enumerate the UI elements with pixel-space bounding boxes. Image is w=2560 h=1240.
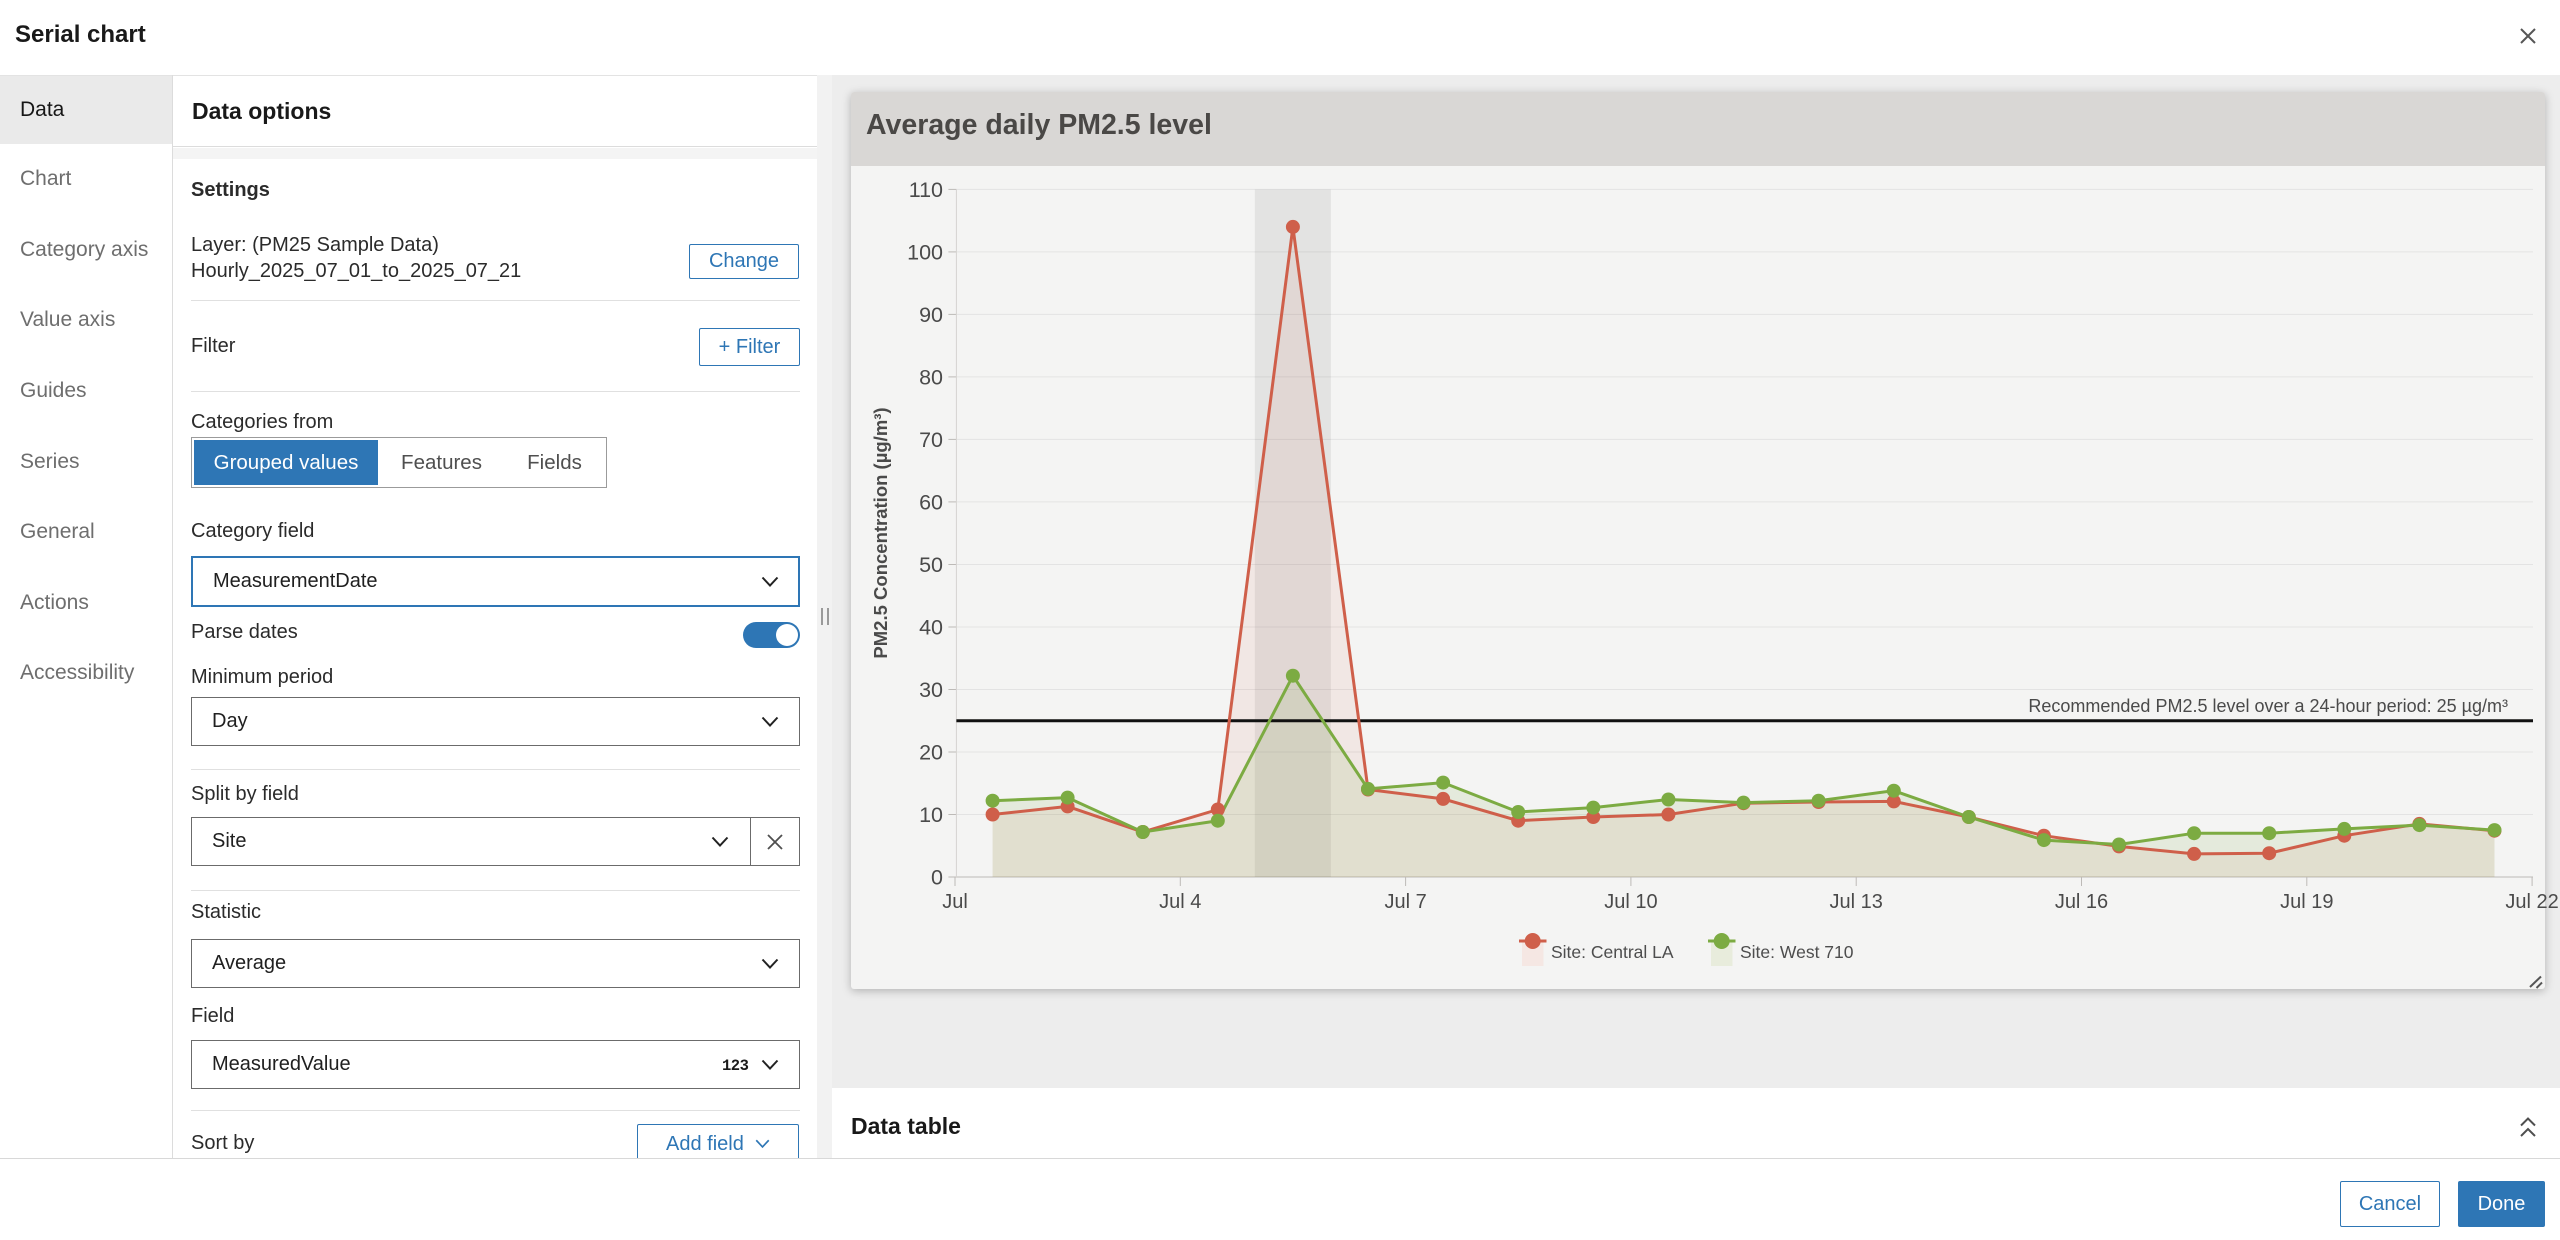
svg-text:Jul: Jul [942,891,968,913]
svg-text:0: 0 [931,866,943,890]
svg-text:40: 40 [919,616,943,640]
svg-text:90: 90 [919,303,943,327]
svg-text:10: 10 [919,803,943,827]
svg-text:Jul 19: Jul 19 [2280,891,2333,913]
svg-text:60: 60 [919,490,943,514]
svg-text:70: 70 [919,428,943,452]
svg-text:100: 100 [907,240,943,264]
svg-text:Site: Central LA: Site: Central LA [1551,942,1674,962]
svg-text:Recommended PM2.5 level over a: Recommended PM2.5 level over a 24-hour p… [2028,696,2508,716]
svg-text:Site: West 710: Site: West 710 [1740,942,1854,962]
svg-text:50: 50 [919,553,943,577]
svg-text:Jul 16: Jul 16 [2055,891,2108,913]
svg-text:20: 20 [919,741,943,765]
svg-text:Jul 13: Jul 13 [1830,891,1883,913]
svg-text:110: 110 [909,178,943,202]
svg-text:30: 30 [919,678,943,702]
svg-text:Jul 4: Jul 4 [1159,891,1201,913]
svg-text:80: 80 [919,365,943,389]
svg-text:PM2.5 Concentration (µg/m³): PM2.5 Concentration (µg/m³) [870,407,891,658]
svg-text:Jul 22: Jul 22 [2505,891,2558,913]
svg-text:Jul 10: Jul 10 [1604,891,1657,913]
svg-text:Jul 7: Jul 7 [1384,891,1426,913]
